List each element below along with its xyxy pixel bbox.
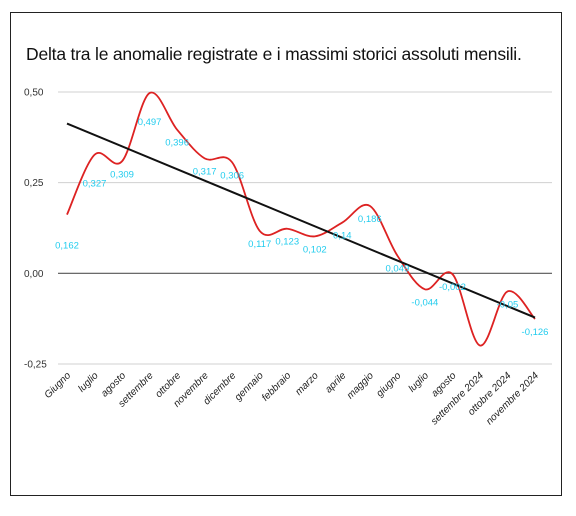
y-tick-label: -0,25: [24, 360, 47, 371]
data-label: -0,05: [497, 299, 519, 310]
chart-title: Delta tra le anomalie registrate e i mas…: [26, 44, 522, 64]
x-tick-label: Giugno: [43, 370, 74, 401]
data-label: -0,126: [522, 327, 549, 338]
x-tick-label: marzo: [293, 370, 321, 398]
x-tick-label: giugno: [374, 370, 403, 399]
data-label: 0,123: [275, 237, 299, 248]
data-label: 0,309: [110, 169, 134, 180]
data-label: 0,162: [55, 241, 79, 252]
y-tick-label: 0,00: [24, 269, 44, 280]
x-tick-label: maggio: [345, 370, 376, 401]
x-tick-label: luglio: [76, 370, 101, 395]
x-tick-label: febbraio: [260, 370, 294, 404]
data-label: -0,002: [439, 282, 466, 293]
series-line: [66, 91, 536, 347]
data-label: 0,102: [303, 244, 327, 255]
data-label: 0,317: [193, 166, 217, 177]
data-label: 0,186: [358, 214, 382, 225]
data-label: 0,497: [138, 117, 162, 128]
x-tick-label: luglio: [407, 370, 432, 395]
data-label: 0,049: [385, 264, 409, 275]
data-label: 0,396: [165, 138, 189, 149]
data-label: 0,327: [83, 179, 107, 190]
chart-frame: [10, 12, 562, 496]
y-tick-label: 0,50: [24, 88, 44, 99]
data-label: 0,117: [248, 239, 271, 250]
y-tick-label: 0,25: [24, 178, 44, 189]
x-tick-label: aprile: [323, 370, 348, 395]
trend-line: [66, 122, 536, 319]
data-label: 0,306: [220, 170, 244, 181]
data-label: 0,14: [333, 231, 352, 242]
data-label: -0,044: [411, 297, 438, 308]
